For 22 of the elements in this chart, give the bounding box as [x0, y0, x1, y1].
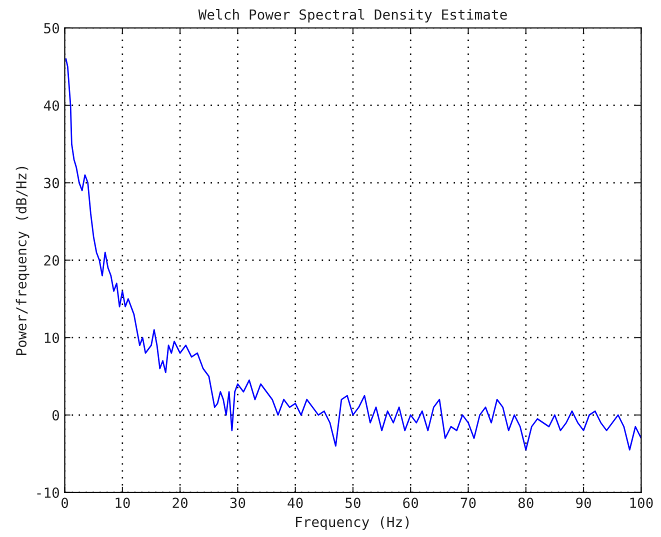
- x-tick-label: 70: [460, 498, 476, 508]
- y-tick-label: 40: [44, 100, 60, 111]
- x-tick-label: 30: [230, 498, 246, 508]
- x-tick-label: 0: [62, 498, 68, 508]
- y-tick-label: 0: [52, 410, 60, 421]
- chart-title: Welch Power Spectral Density Estimate: [198, 8, 507, 22]
- x-tick-label: 100: [630, 498, 653, 508]
- x-axis-title: Frequency (Hz): [296, 516, 409, 530]
- x-tick-label: 50: [346, 498, 360, 508]
- y-tick-label: 20: [44, 255, 60, 266]
- line-series: [65, 58, 642, 451]
- y-tick-label: 30: [44, 178, 60, 188]
- x-tick-label: 20: [172, 498, 188, 508]
- y-tick-label: 10: [44, 332, 60, 344]
- x-tick-label: 60: [403, 498, 418, 508]
- x-tick-label: 10: [116, 498, 130, 508]
- x-tick-label: 40: [288, 498, 303, 508]
- x-tick-label: 80: [518, 498, 534, 508]
- x-tick-label: 90: [576, 498, 591, 508]
- y-tick-label: -10: [37, 487, 60, 498]
- y-tick-label: 50: [44, 22, 60, 34]
- y-axis-title: Power/frequency (dB/Hz): [16, 166, 30, 355]
